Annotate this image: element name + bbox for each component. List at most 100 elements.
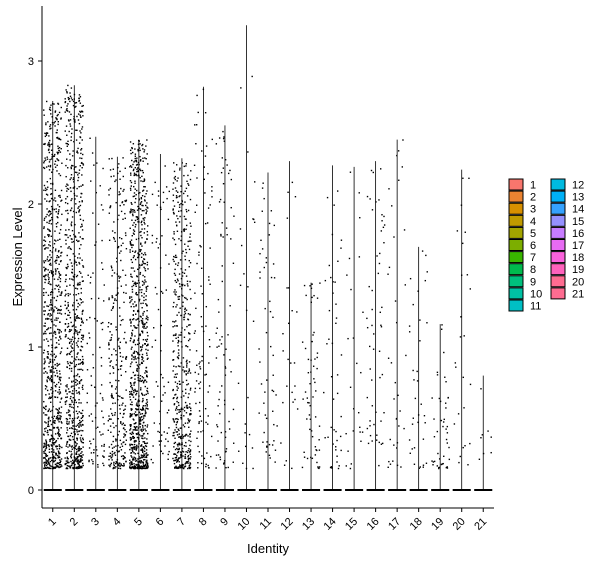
point-2 — [78, 455, 80, 458]
point-5 — [141, 362, 144, 365]
point-8 — [211, 138, 213, 141]
point-18 — [411, 423, 414, 425]
point-2 — [71, 380, 73, 383]
point-11 — [273, 440, 275, 442]
legend-swatch-9 — [508, 275, 524, 288]
point-7 — [173, 205, 176, 207]
point-7 — [175, 423, 177, 426]
point-1 — [47, 327, 50, 329]
point-2 — [82, 384, 84, 387]
point-2 — [78, 393, 81, 395]
point-2 — [66, 134, 68, 136]
point-20 — [458, 461, 460, 464]
point-1 — [43, 219, 46, 221]
point-8 — [208, 385, 211, 387]
point-1 — [59, 415, 61, 417]
point-2 — [73, 98, 75, 100]
point-3 — [92, 212, 94, 214]
point-7 — [184, 269, 187, 271]
point-5 — [131, 444, 134, 446]
y-tick-label-2: 2 — [28, 199, 34, 211]
point-13 — [309, 285, 311, 287]
point-2 — [76, 274, 79, 277]
point-1 — [50, 223, 53, 225]
point-5 — [131, 431, 134, 433]
point-2 — [65, 198, 67, 200]
point-9 — [219, 391, 221, 393]
point-1 — [43, 313, 46, 316]
point-2 — [72, 253, 75, 255]
point-5 — [135, 313, 137, 315]
point-4 — [112, 402, 114, 405]
point-1 — [45, 462, 47, 465]
point-4 — [112, 397, 115, 399]
point-5 — [131, 146, 133, 149]
point-1 — [51, 387, 54, 390]
point-3 — [91, 152, 94, 154]
point-1 — [49, 464, 51, 467]
point-4 — [119, 465, 121, 467]
point-2 — [78, 99, 81, 102]
point-5 — [130, 409, 133, 411]
point-1 — [44, 322, 46, 325]
point-5 — [141, 435, 144, 437]
point-1 — [58, 291, 60, 293]
point-2 — [76, 466, 79, 469]
point-9 — [221, 265, 223, 267]
point-7 — [177, 387, 179, 389]
point-4 — [118, 307, 121, 309]
point-2 — [66, 443, 68, 445]
point-7 — [172, 340, 174, 342]
point-4 — [109, 372, 111, 375]
point-8 — [204, 222, 207, 225]
point-1 — [48, 457, 50, 460]
point-1 — [46, 200, 48, 202]
point-5 — [129, 180, 132, 182]
point-1 — [50, 451, 53, 453]
point-1 — [49, 327, 52, 329]
point-5 — [142, 312, 144, 315]
point-1 — [57, 121, 60, 123]
point-5 — [137, 279, 140, 282]
point-5 — [135, 358, 137, 360]
point-9 — [223, 399, 226, 402]
point-5 — [130, 267, 133, 269]
point-4 — [111, 447, 114, 449]
point-1 — [51, 153, 53, 156]
point-5 — [139, 413, 142, 415]
point-5 — [133, 448, 135, 450]
point-1 — [43, 465, 46, 467]
point-5 — [143, 394, 146, 396]
point-1 — [57, 284, 60, 286]
point-12 — [286, 385, 288, 387]
point-2 — [66, 460, 69, 462]
point-1 — [51, 272, 53, 274]
point-2 — [76, 344, 78, 346]
point-2 — [73, 425, 75, 427]
point-16 — [371, 289, 373, 292]
point-7 — [188, 266, 190, 268]
point-1 — [48, 408, 51, 410]
point-16 — [375, 439, 378, 441]
point-2 — [68, 311, 71, 314]
point-7 — [187, 396, 189, 399]
point-14 — [340, 354, 343, 356]
point-4 — [120, 210, 123, 213]
point-7 — [181, 294, 183, 296]
point-19 — [448, 458, 451, 461]
point-1 — [43, 166, 45, 169]
point-2 — [77, 333, 79, 336]
point-5 — [141, 449, 143, 452]
point-6 — [156, 293, 158, 295]
point-1 — [46, 455, 49, 457]
x-tick-label-17: 17 — [386, 516, 403, 533]
point-1 — [55, 208, 57, 210]
point-2 — [67, 212, 69, 215]
point-2 — [65, 164, 67, 167]
point-4 — [115, 201, 117, 204]
point-1 — [57, 414, 59, 417]
point-4 — [118, 237, 121, 239]
point-8 — [209, 247, 211, 249]
point-5 — [138, 147, 141, 149]
point-4 — [111, 385, 113, 388]
